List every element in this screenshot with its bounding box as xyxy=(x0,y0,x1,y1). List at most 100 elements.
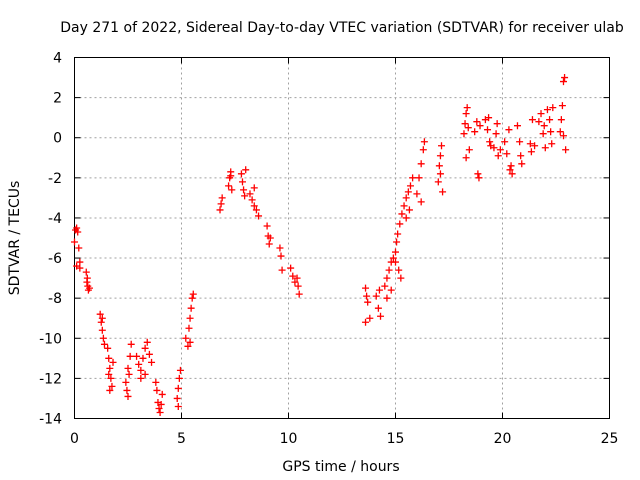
data-point xyxy=(266,234,274,242)
data-point xyxy=(216,206,224,214)
data-point xyxy=(277,252,285,260)
data-point xyxy=(493,120,501,128)
data-point xyxy=(392,258,399,266)
data-point xyxy=(548,140,556,148)
data-point xyxy=(541,144,549,152)
data-points xyxy=(71,74,570,416)
data-point xyxy=(395,266,403,274)
data-point xyxy=(276,244,284,252)
data-point xyxy=(217,200,225,208)
data-point xyxy=(363,292,371,300)
data-point xyxy=(294,282,302,290)
data-point xyxy=(139,354,147,362)
data-point xyxy=(464,124,472,132)
data-point xyxy=(471,128,479,136)
data-point xyxy=(152,378,160,386)
data-point xyxy=(540,122,548,130)
data-point xyxy=(74,228,82,236)
data-point xyxy=(490,144,498,152)
data-point xyxy=(187,304,195,312)
data-point xyxy=(71,238,78,246)
data-point xyxy=(137,374,145,382)
data-point xyxy=(460,130,468,138)
x-tick-label: 20 xyxy=(494,431,512,447)
data-point xyxy=(75,244,83,252)
data-point xyxy=(496,146,504,154)
data-point xyxy=(125,370,133,378)
y-tick-label: -10 xyxy=(39,331,62,347)
y-tick-label: -8 xyxy=(48,291,62,307)
x-axis-label: GPS time / hours xyxy=(282,459,399,475)
data-point xyxy=(108,382,116,390)
data-point xyxy=(526,140,534,148)
data-point xyxy=(99,334,107,342)
data-point xyxy=(246,190,254,198)
data-point xyxy=(124,392,132,400)
data-point xyxy=(507,162,515,170)
data-point xyxy=(516,138,524,146)
x-tick-label: 25 xyxy=(601,431,619,447)
y-tick-label: -14 xyxy=(39,412,62,428)
data-point xyxy=(293,274,301,282)
data-point xyxy=(537,110,545,118)
data-point xyxy=(465,146,473,154)
data-point xyxy=(383,294,391,302)
data-point xyxy=(127,340,135,348)
x-tick-label: 5 xyxy=(177,431,186,447)
data-point xyxy=(562,146,570,154)
data-point xyxy=(517,152,525,160)
data-point xyxy=(287,264,295,272)
data-point xyxy=(518,160,526,168)
data-point xyxy=(438,142,446,150)
data-point xyxy=(387,286,395,294)
data-point xyxy=(389,254,397,262)
data-point xyxy=(137,366,145,374)
data-point xyxy=(250,202,258,210)
data-point xyxy=(242,166,250,174)
data-point xyxy=(405,206,413,214)
data-point xyxy=(123,386,131,394)
data-point xyxy=(485,114,493,122)
data-point xyxy=(397,274,405,282)
data-point xyxy=(383,274,391,282)
data-point xyxy=(105,370,113,378)
data-point xyxy=(240,186,248,194)
data-point xyxy=(106,364,114,372)
data-point xyxy=(100,340,108,348)
data-point xyxy=(374,304,382,312)
data-point xyxy=(186,314,194,322)
data-point xyxy=(289,272,297,280)
data-point xyxy=(372,292,380,300)
data-point xyxy=(501,138,509,146)
data-point xyxy=(436,152,444,160)
data-point xyxy=(366,314,374,322)
data-point xyxy=(420,138,428,146)
data-point xyxy=(484,126,492,134)
data-point xyxy=(362,284,370,292)
data-point xyxy=(364,298,372,306)
data-point xyxy=(109,358,117,366)
data-point xyxy=(255,212,263,220)
data-point xyxy=(97,318,105,326)
y-tick-label: 0 xyxy=(53,131,62,147)
data-point xyxy=(400,202,408,210)
data-point xyxy=(543,106,551,114)
data-point xyxy=(377,312,385,320)
data-point xyxy=(559,132,567,140)
data-point xyxy=(184,342,192,350)
data-point xyxy=(155,404,163,412)
data-point xyxy=(535,118,543,126)
data-point xyxy=(362,318,370,326)
data-point xyxy=(228,186,236,194)
data-point xyxy=(413,190,421,198)
data-point xyxy=(241,192,249,200)
data-point xyxy=(528,116,536,124)
data-point xyxy=(513,122,521,130)
data-point xyxy=(381,282,389,290)
data-point xyxy=(396,220,404,228)
data-point xyxy=(173,394,181,402)
data-point xyxy=(419,146,427,154)
data-point xyxy=(263,222,271,230)
data-point xyxy=(82,268,90,276)
